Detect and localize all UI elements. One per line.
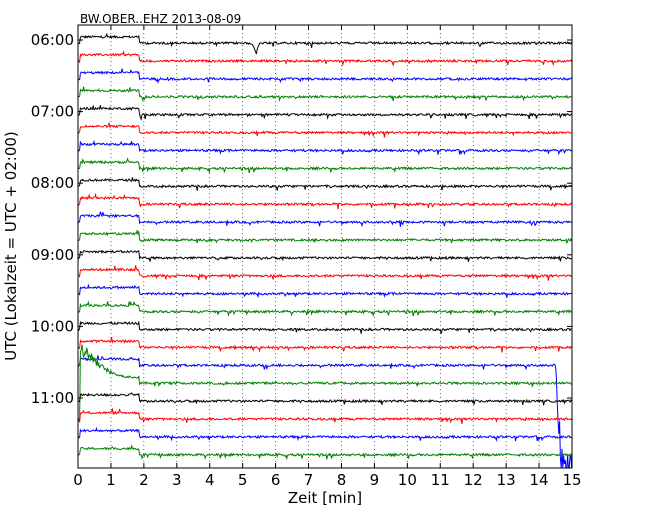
trace-0700 xyxy=(77,105,572,122)
trace-0915 xyxy=(77,265,573,281)
trace-0715 xyxy=(77,122,572,138)
x-tick-label: 12 xyxy=(464,471,483,489)
trace-0815 xyxy=(77,192,572,210)
x-tick-label: 6 xyxy=(271,471,281,489)
y-axis-ticks: 06:00 07:00 08:00 09:00 10:00 11:00 xyxy=(31,31,572,407)
trace-1130 xyxy=(77,426,572,442)
x-tick-label: 0 xyxy=(73,471,83,489)
y-tick-label: 08:00 xyxy=(31,174,74,192)
trace-1100 xyxy=(77,392,573,406)
x-tick-label: 8 xyxy=(337,471,347,489)
trace-0615 xyxy=(77,50,573,67)
chart-title: BW.OBER..EHZ 2013-08-09 xyxy=(80,12,241,26)
trace-1045 xyxy=(77,344,572,422)
y-tick-label: 09:00 xyxy=(31,246,74,264)
trace-0830 xyxy=(77,211,572,228)
trace-0800 xyxy=(77,177,573,191)
trace-1145 xyxy=(77,445,572,461)
trace-0730 xyxy=(77,139,572,156)
trace-0845 xyxy=(77,230,573,244)
x-tick-label: 3 xyxy=(172,471,182,489)
x-tick-label: 10 xyxy=(398,471,417,489)
x-axis-label: Zeit [min] xyxy=(288,489,362,507)
y-tick-label: 10:00 xyxy=(31,317,74,335)
x-tick-label: 13 xyxy=(497,471,516,489)
y-tick-label: 11:00 xyxy=(31,389,74,407)
trace-0600 xyxy=(78,32,573,55)
trace-0745 xyxy=(77,157,573,174)
y-tick-label: 06:00 xyxy=(31,31,74,49)
trace-1030 xyxy=(77,355,573,469)
x-tick-label: 7 xyxy=(304,471,314,489)
trace-0630 xyxy=(77,68,572,84)
x-tick-label: 9 xyxy=(370,471,380,489)
trace-1115 xyxy=(77,408,573,424)
trace-0645 xyxy=(77,86,572,102)
trace-0930 xyxy=(77,283,572,299)
x-tick-label: 1 xyxy=(106,471,116,489)
x-tick-label: 2 xyxy=(139,471,149,489)
plot-frame xyxy=(77,24,573,469)
trace-group xyxy=(77,32,573,469)
x-axis-ticks: 0 1 2 3 4 5 6 7 8 9 10 11 12 13 14 15 xyxy=(73,25,582,489)
x-tick-label: 14 xyxy=(530,471,549,489)
y-axis-label: UTC (Lokalzeit = UTC + 02:00) xyxy=(2,131,20,361)
trace-0945 xyxy=(77,300,572,318)
trace-1000 xyxy=(77,320,572,334)
x-tick-label: 11 xyxy=(431,471,450,489)
x-tick-label: 5 xyxy=(238,471,248,489)
x-tick-label: 4 xyxy=(205,471,215,489)
x-tick-label: 15 xyxy=(562,471,581,489)
y-tick-label: 07:00 xyxy=(31,103,74,121)
trace-1015 xyxy=(77,337,572,353)
trace-0900 xyxy=(77,249,572,262)
